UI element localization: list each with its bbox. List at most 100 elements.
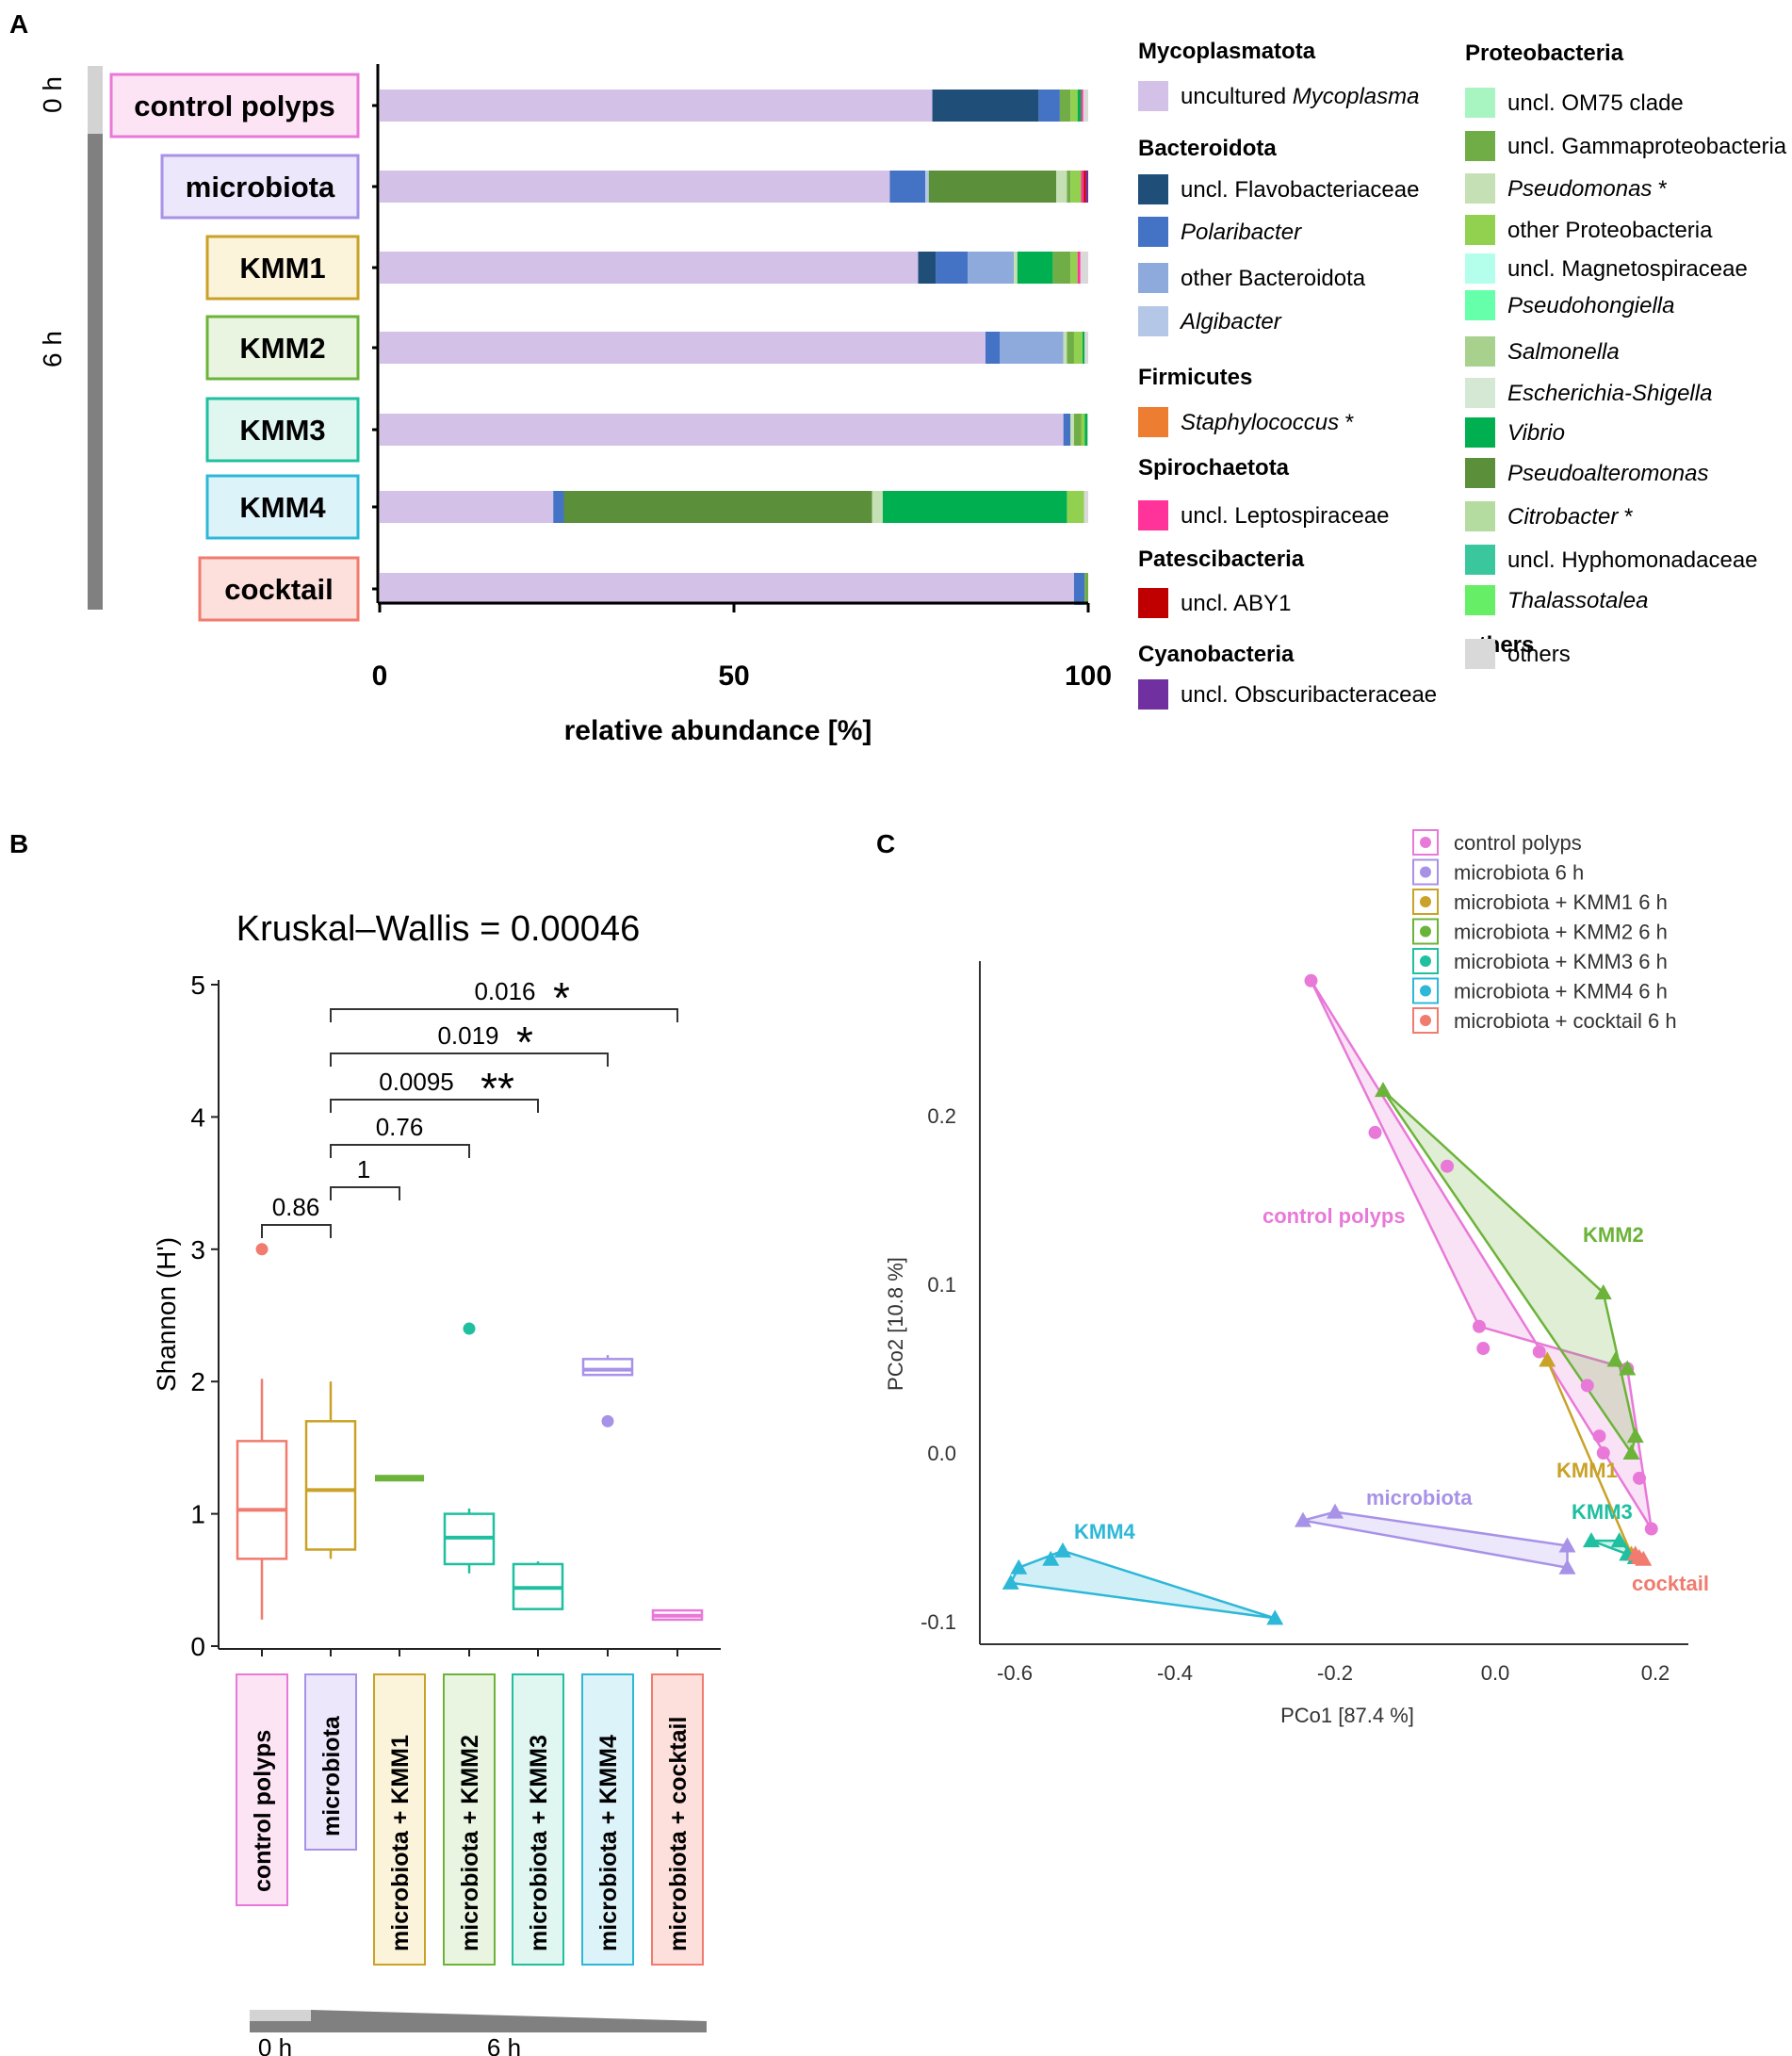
point: [1580, 1379, 1594, 1393]
category-label: microbiota + KMM2: [457, 1735, 483, 1951]
legend-label: microbiota + KMM1 6 h: [1454, 890, 1668, 914]
group-label-boxes: control polyps microbiota KMM1 KMM2 KMM3 KMM4…: [109, 73, 360, 622]
legend-item-text: uncl. Flavobacteriaceae: [1181, 177, 1419, 203]
bar-segment: [1083, 171, 1086, 203]
bar-segment: [1080, 252, 1088, 284]
group-box-4: [205, 397, 360, 463]
legend-item-italic: Citrobacter: [1507, 504, 1619, 530]
cluster-label-control: control polyps: [1263, 1204, 1406, 1228]
bar-segment: [1081, 414, 1085, 446]
point: [1592, 1429, 1606, 1444]
bar-segment: [1084, 573, 1088, 605]
point: [1532, 1345, 1546, 1359]
group-label: cocktail: [224, 573, 333, 606]
legend-key: [1412, 829, 1439, 856]
bar-segment: [872, 491, 883, 523]
point: [1002, 1574, 1019, 1590]
group-box-5: [205, 474, 360, 540]
legend-item-text: uncl. OM75 clade: [1507, 90, 1684, 116]
legend-group-title: Cyanobacteria: [1138, 642, 1295, 667]
panel-c-y-label: PCo2 [10.8 %]: [884, 1257, 907, 1391]
legend-item-italic: Vibrio: [1507, 420, 1565, 446]
legend-item-label: uncl. Hyphomonadaceae: [1507, 547, 1758, 573]
bar-segment: [1073, 332, 1083, 364]
comparison-bracket-1: 1: [330, 1155, 400, 1200]
point: [1644, 1522, 1658, 1536]
time-wedge: [250, 2010, 707, 2032]
boxplot-5: [581, 1355, 634, 1428]
box: [236, 1440, 288, 1560]
panel-b-time-6h: 6 h: [487, 2033, 521, 2056]
group-box-2: [205, 235, 360, 301]
legend-item-label: others: [1507, 642, 1571, 667]
bar-segment: [1063, 332, 1067, 364]
legend-item-label: uncl. Obscuribacteraceae: [1181, 682, 1437, 708]
bar-segment: [1063, 414, 1071, 446]
legend-item-italic: Pseudomonas: [1507, 176, 1652, 202]
group-box-6: [198, 556, 360, 622]
bar-segment: [1087, 414, 1088, 446]
point: [1635, 1550, 1653, 1566]
bar-segment: [968, 252, 1015, 284]
legend-item-text: uncl. Leptospiraceae: [1181, 503, 1389, 529]
legend-key: [1412, 977, 1439, 1004]
p-value-label: 0.0095: [379, 1068, 454, 1096]
legend-swatch: [1465, 290, 1495, 320]
legend-swatch: [1138, 588, 1168, 618]
legend-item-text: other Bacteroidota: [1181, 266, 1366, 291]
legend-marker: [1420, 955, 1431, 967]
legend-item-text: uncultured: [1181, 84, 1293, 109]
time-wedge-0h: [250, 2010, 311, 2021]
legend-marker: [1420, 866, 1431, 878]
panel-a: A 0 h 6 h control polyps microbiota KMM1 KM…: [9, 9, 1787, 746]
point: [1583, 1532, 1600, 1548]
category-label: microbiota + cocktail: [665, 1717, 692, 1951]
panel-a-label: A: [9, 9, 28, 39]
bracket-line: [330, 1099, 539, 1113]
legend-swatch: [1465, 131, 1495, 161]
x-tick-label: -0.2: [1317, 1661, 1353, 1685]
y-tick-label: 2: [190, 1367, 205, 1396]
point: [1626, 1428, 1644, 1444]
boxplot-3: [443, 1322, 496, 1574]
bar-segment: [380, 90, 933, 122]
category-box: [651, 1673, 704, 1966]
group-label: KMM2: [239, 332, 325, 365]
legend-item-italic: Mycoplasma: [1293, 84, 1420, 109]
bracket-line: [330, 1052, 609, 1067]
significance-stars: *: [516, 1018, 533, 1067]
legend-item-text: uncl. Magnetospiraceae: [1507, 256, 1748, 282]
time-label-0h: 0 h: [38, 76, 67, 113]
point: [1375, 1082, 1392, 1098]
y-tick-label: 3: [190, 1235, 205, 1265]
category-label: microbiota + KMM1: [387, 1735, 414, 1951]
legend-item-label: Citrobacter *: [1507, 504, 1633, 530]
group-box-3: [205, 315, 360, 381]
panel-c-legend: control polyps microbiota 6 h microbiota +…: [1412, 829, 1677, 1034]
legend-swatch: [1465, 253, 1495, 284]
legend-item-suffix: *: [1339, 410, 1354, 435]
point: [1558, 1537, 1576, 1553]
bar-segment: [380, 252, 919, 284]
category-label: microbiota + KMM4: [595, 1735, 622, 1951]
legend-swatch: [1465, 417, 1495, 448]
legend-item-suffix: *: [1618, 504, 1633, 530]
legend-item-label: other Proteobacteria: [1507, 218, 1713, 243]
cluster-label-microbiota: microbiota: [1366, 1486, 1473, 1509]
panel-c: C control polyps microbiota 6 h microbiota…: [876, 829, 1709, 1727]
bar-segment: [1056, 171, 1067, 203]
bar-segment: [1073, 414, 1082, 446]
legend-item-italic: Polaribacter: [1181, 220, 1302, 245]
x-tick-label: 100: [1065, 661, 1112, 692]
boxplots: [236, 1243, 704, 1622]
x-tick-label: -0.4: [1157, 1661, 1193, 1685]
legend-key: [1412, 918, 1439, 945]
legend-label: control polyps: [1454, 831, 1582, 855]
bar-segment: [1067, 171, 1071, 203]
y-tick-label: 0.1: [927, 1273, 956, 1297]
y-tick-label: 5: [190, 971, 205, 1000]
bar-segment: [925, 171, 929, 203]
time-bar-6h: [88, 134, 103, 610]
bar-segment: [380, 414, 1064, 446]
y-tick-label: 0: [190, 1632, 205, 1661]
